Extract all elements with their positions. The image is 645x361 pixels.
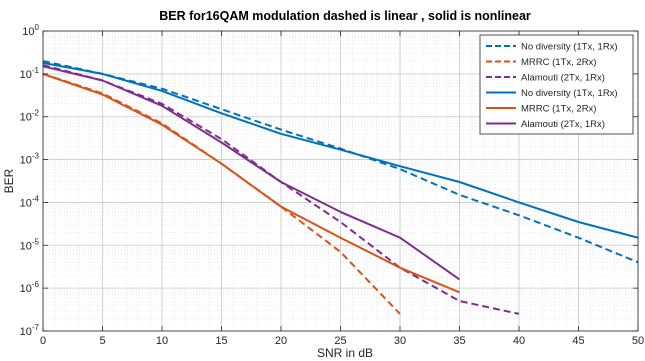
x-tick-label: 50 [632, 335, 644, 347]
legend-label: Alamouti (2Tx, 1Rx) [521, 119, 605, 130]
x-tick-label: 5 [99, 335, 105, 347]
legend-label: MRRC (1Tx, 2Rx) [521, 57, 596, 68]
x-tick-label: 0 [40, 335, 46, 347]
y-axis-title: BER [2, 168, 16, 193]
x-axis-ticks: 0 5 10 15 20 25 30 35 40 45 50 [40, 31, 644, 347]
x-tick-label: 30 [394, 335, 406, 347]
x-tick-label: 20 [275, 335, 287, 347]
x-tick-label: 40 [513, 335, 525, 347]
x-tick-label: 15 [215, 335, 227, 347]
series-line-solid-no-diversity-1tx-1rx [42, 61, 639, 239]
legend-label: No diversity (1Tx, 1Rx) [521, 42, 618, 53]
y-tick-label: 10-4 [20, 194, 40, 209]
x-tick-label: 10 [156, 335, 168, 347]
legend-label: MRRC (1Tx, 2Rx) [521, 104, 596, 115]
y-tick-label: 10-5 [20, 237, 40, 252]
x-tick-label: 25 [334, 335, 346, 347]
y-axis-ticks: 10-7 10-6 10-5 10-4 10-3 10-2 10-1 100 [20, 23, 638, 338]
series-line-solid-mrrc-1tx-2rx [42, 72, 460, 294]
legend: No diversity (1Tx, 1Rx) MRRC (1Tx, 2Rx) Al… [479, 34, 634, 135]
legend-label: Alamouti (2Tx, 1Rx) [521, 73, 605, 84]
x-tick-label: 45 [572, 335, 584, 347]
legend-box [479, 34, 634, 135]
x-axis-title: SNR in dB [317, 346, 373, 360]
y-tick-label: 10-6 [20, 280, 40, 295]
x-tick-label: 35 [453, 335, 465, 347]
series-lines [42, 60, 639, 315]
chart-title: BER for16QAM modulation dashed is linear… [159, 9, 531, 23]
legend-label: No diversity (1Tx, 1Rx) [521, 88, 618, 99]
series-line-dashed-no-diversity-1tx-1rx [42, 60, 639, 264]
y-tick-label: 10-3 [20, 152, 40, 167]
y-tick-label: 10-1 [20, 66, 40, 81]
y-tick-label: 100 [22, 23, 39, 38]
y-tick-label: 10-7 [20, 323, 40, 338]
y-tick-label: 10-2 [20, 109, 40, 124]
series-line-solid-alamouti-2tx-1rx [42, 65, 461, 281]
